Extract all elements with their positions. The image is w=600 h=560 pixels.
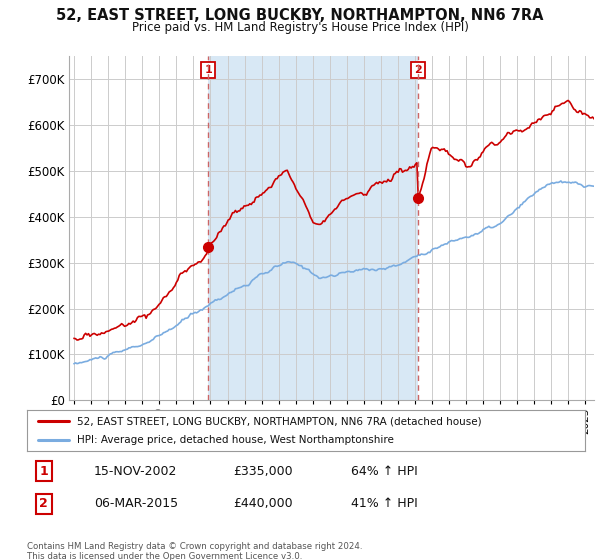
Text: 41% ↑ HPI: 41% ↑ HPI [350,497,418,511]
Text: Contains HM Land Registry data © Crown copyright and database right 2024.
This d: Contains HM Land Registry data © Crown c… [27,542,362,560]
Text: 2: 2 [40,497,48,511]
Text: 52, EAST STREET, LONG BUCKBY, NORTHAMPTON, NN6 7RA (detached house): 52, EAST STREET, LONG BUCKBY, NORTHAMPTO… [77,417,482,426]
Text: 64% ↑ HPI: 64% ↑ HPI [350,465,418,478]
Text: £335,000: £335,000 [233,465,293,478]
Text: HPI: Average price, detached house, West Northamptonshire: HPI: Average price, detached house, West… [77,435,394,445]
Text: Price paid vs. HM Land Registry's House Price Index (HPI): Price paid vs. HM Land Registry's House … [131,21,469,34]
Text: 1: 1 [40,465,48,478]
Bar [208,56,418,400]
Text: 2: 2 [414,65,422,75]
Text: £440,000: £440,000 [233,497,293,511]
Text: 52, EAST STREET, LONG BUCKBY, NORTHAMPTON, NN6 7RA: 52, EAST STREET, LONG BUCKBY, NORTHAMPTO… [56,8,544,24]
Text: 15-NOV-2002: 15-NOV-2002 [94,465,178,478]
Text: 1: 1 [205,65,212,75]
Text: 06-MAR-2015: 06-MAR-2015 [94,497,178,511]
